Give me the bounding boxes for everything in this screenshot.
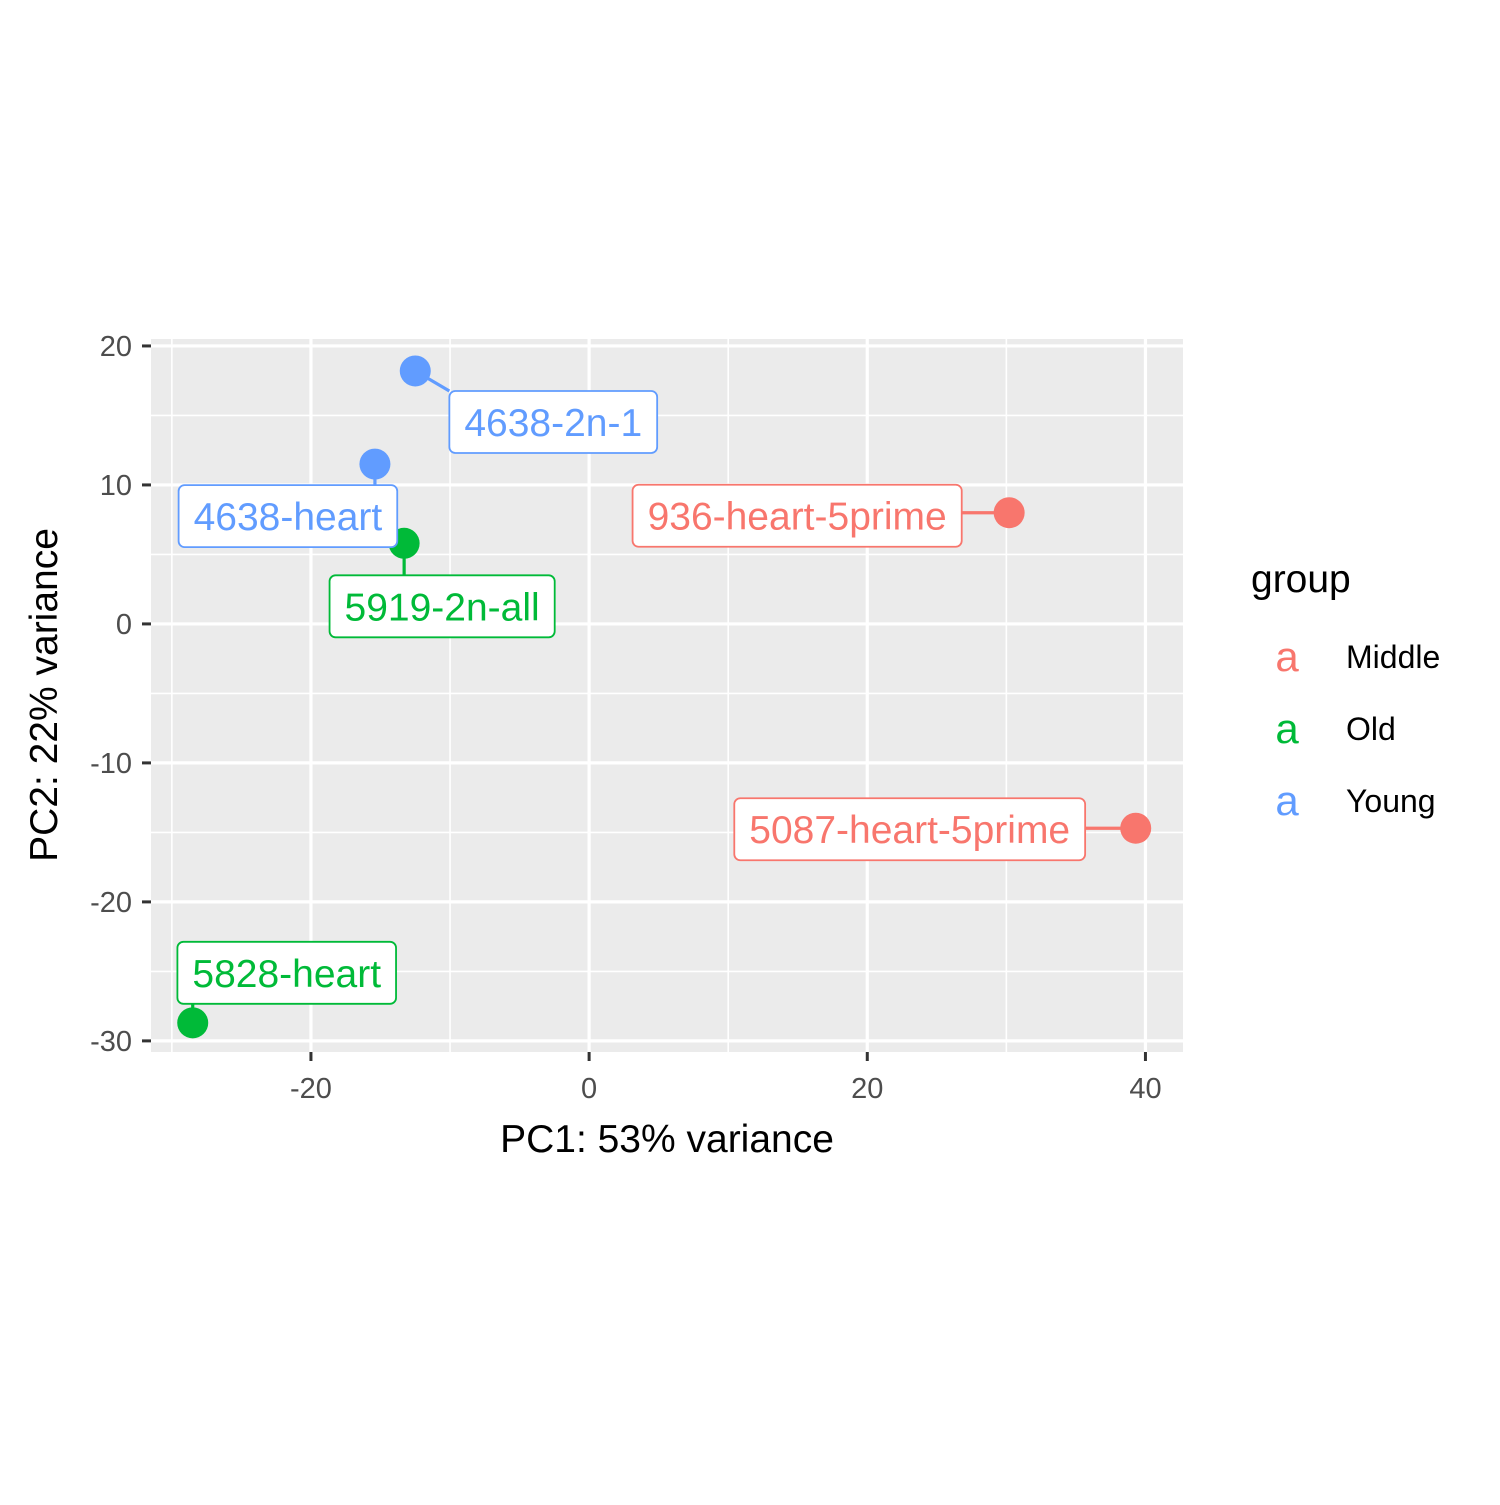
- data-point-5828-heart: [177, 1007, 209, 1039]
- legend-key-background: [1251, 693, 1323, 765]
- legend-label-old: Old: [1346, 711, 1396, 747]
- y-tick-label: -20: [90, 887, 132, 919]
- y-tick-label: 10: [100, 470, 132, 502]
- point-label-text: 4638-2n-1: [464, 402, 642, 445]
- x-tick-label: -20: [290, 1073, 332, 1105]
- legend-key-glyph: a: [1275, 705, 1299, 752]
- x-tick-label: 20: [851, 1073, 883, 1105]
- y-tick-label: 20: [100, 331, 132, 363]
- data-point-5087-heart-5prime: [1120, 812, 1152, 844]
- point-label-text: 5828-heart: [192, 953, 381, 996]
- point-label-box: [176, 940, 397, 1005]
- point-label-box: [631, 483, 963, 548]
- y-tick-label: -10: [90, 748, 132, 780]
- y-axis-title: PC2: 22% variance: [23, 528, 66, 862]
- data-point-936-heart-5prime: [993, 497, 1025, 529]
- point-label-box: [448, 390, 659, 454]
- x-tick-label: 40: [1129, 1073, 1161, 1105]
- legend-key-glyph: a: [1275, 777, 1299, 824]
- point-label-text: 4638-heart: [194, 496, 383, 539]
- y-tick-label: 0: [116, 609, 132, 641]
- plot-panel: [151, 339, 1183, 1052]
- point-label-text: 5919-2n-all: [345, 586, 540, 629]
- x-tick-label: 0: [581, 1073, 597, 1105]
- data-point-4638-2n-1: [399, 355, 431, 387]
- legend-label-young: Young: [1346, 783, 1436, 819]
- legend-key-background: [1251, 621, 1323, 693]
- legend-title: group: [1251, 558, 1351, 601]
- y-tick-label: -30: [90, 1026, 132, 1058]
- legend-key-background: [1251, 765, 1323, 837]
- data-point-4638-heart: [359, 448, 391, 480]
- point-label-box: [328, 574, 556, 639]
- legend-key-glyph: a: [1275, 633, 1299, 680]
- point-label-box: [733, 797, 1087, 862]
- point-label-text: 936-heart-5prime: [648, 496, 947, 539]
- point-label-box: [177, 484, 399, 548]
- legend-label-middle: Middle: [1346, 639, 1440, 675]
- x-axis-title: PC1: 53% variance: [500, 1118, 834, 1161]
- point-label-text: 5087-heart-5prime: [749, 809, 1070, 852]
